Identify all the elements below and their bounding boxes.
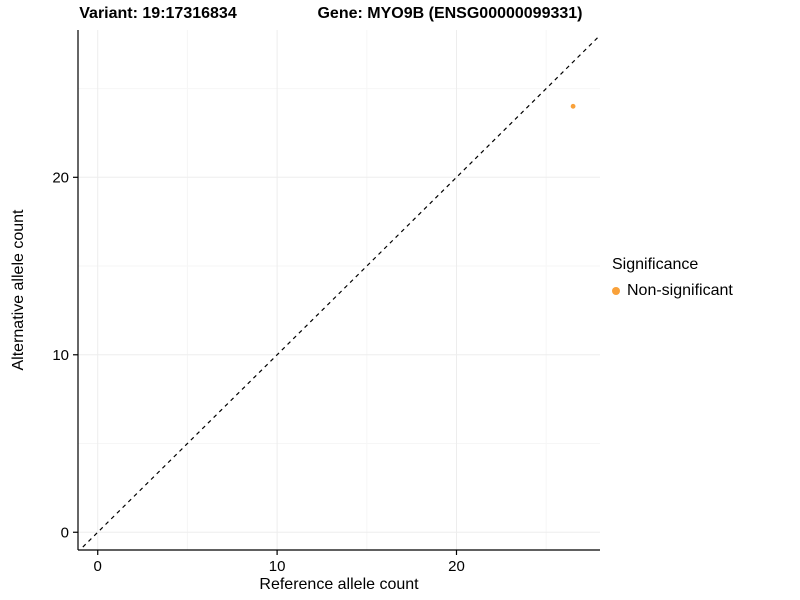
plot-panel bbox=[78, 30, 600, 550]
y-tick-label: 0 bbox=[61, 524, 69, 541]
gene-title: Gene: MYO9B (ENSG00000099331) bbox=[317, 5, 583, 22]
x-tick-label: 0 bbox=[94, 558, 102, 575]
variant-title: Variant: 19:17316834 bbox=[79, 5, 237, 22]
y-tick-label: 10 bbox=[52, 347, 69, 364]
legend-entry-label: Non-significant bbox=[627, 282, 733, 299]
y-axis-title: Alternative allele count bbox=[10, 209, 27, 371]
legend-point-icon bbox=[612, 287, 620, 295]
x-tick-label: 20 bbox=[448, 558, 465, 575]
data-point bbox=[570, 103, 576, 109]
legend-title: Significance bbox=[612, 256, 699, 273]
legend-entry: Non-significant bbox=[612, 282, 733, 300]
y-tick-label: 20 bbox=[52, 169, 69, 186]
x-axis-title: Reference allele count bbox=[259, 576, 419, 593]
x-tick-label: 10 bbox=[269, 558, 286, 575]
legend: Significance Non-significant bbox=[612, 256, 733, 300]
